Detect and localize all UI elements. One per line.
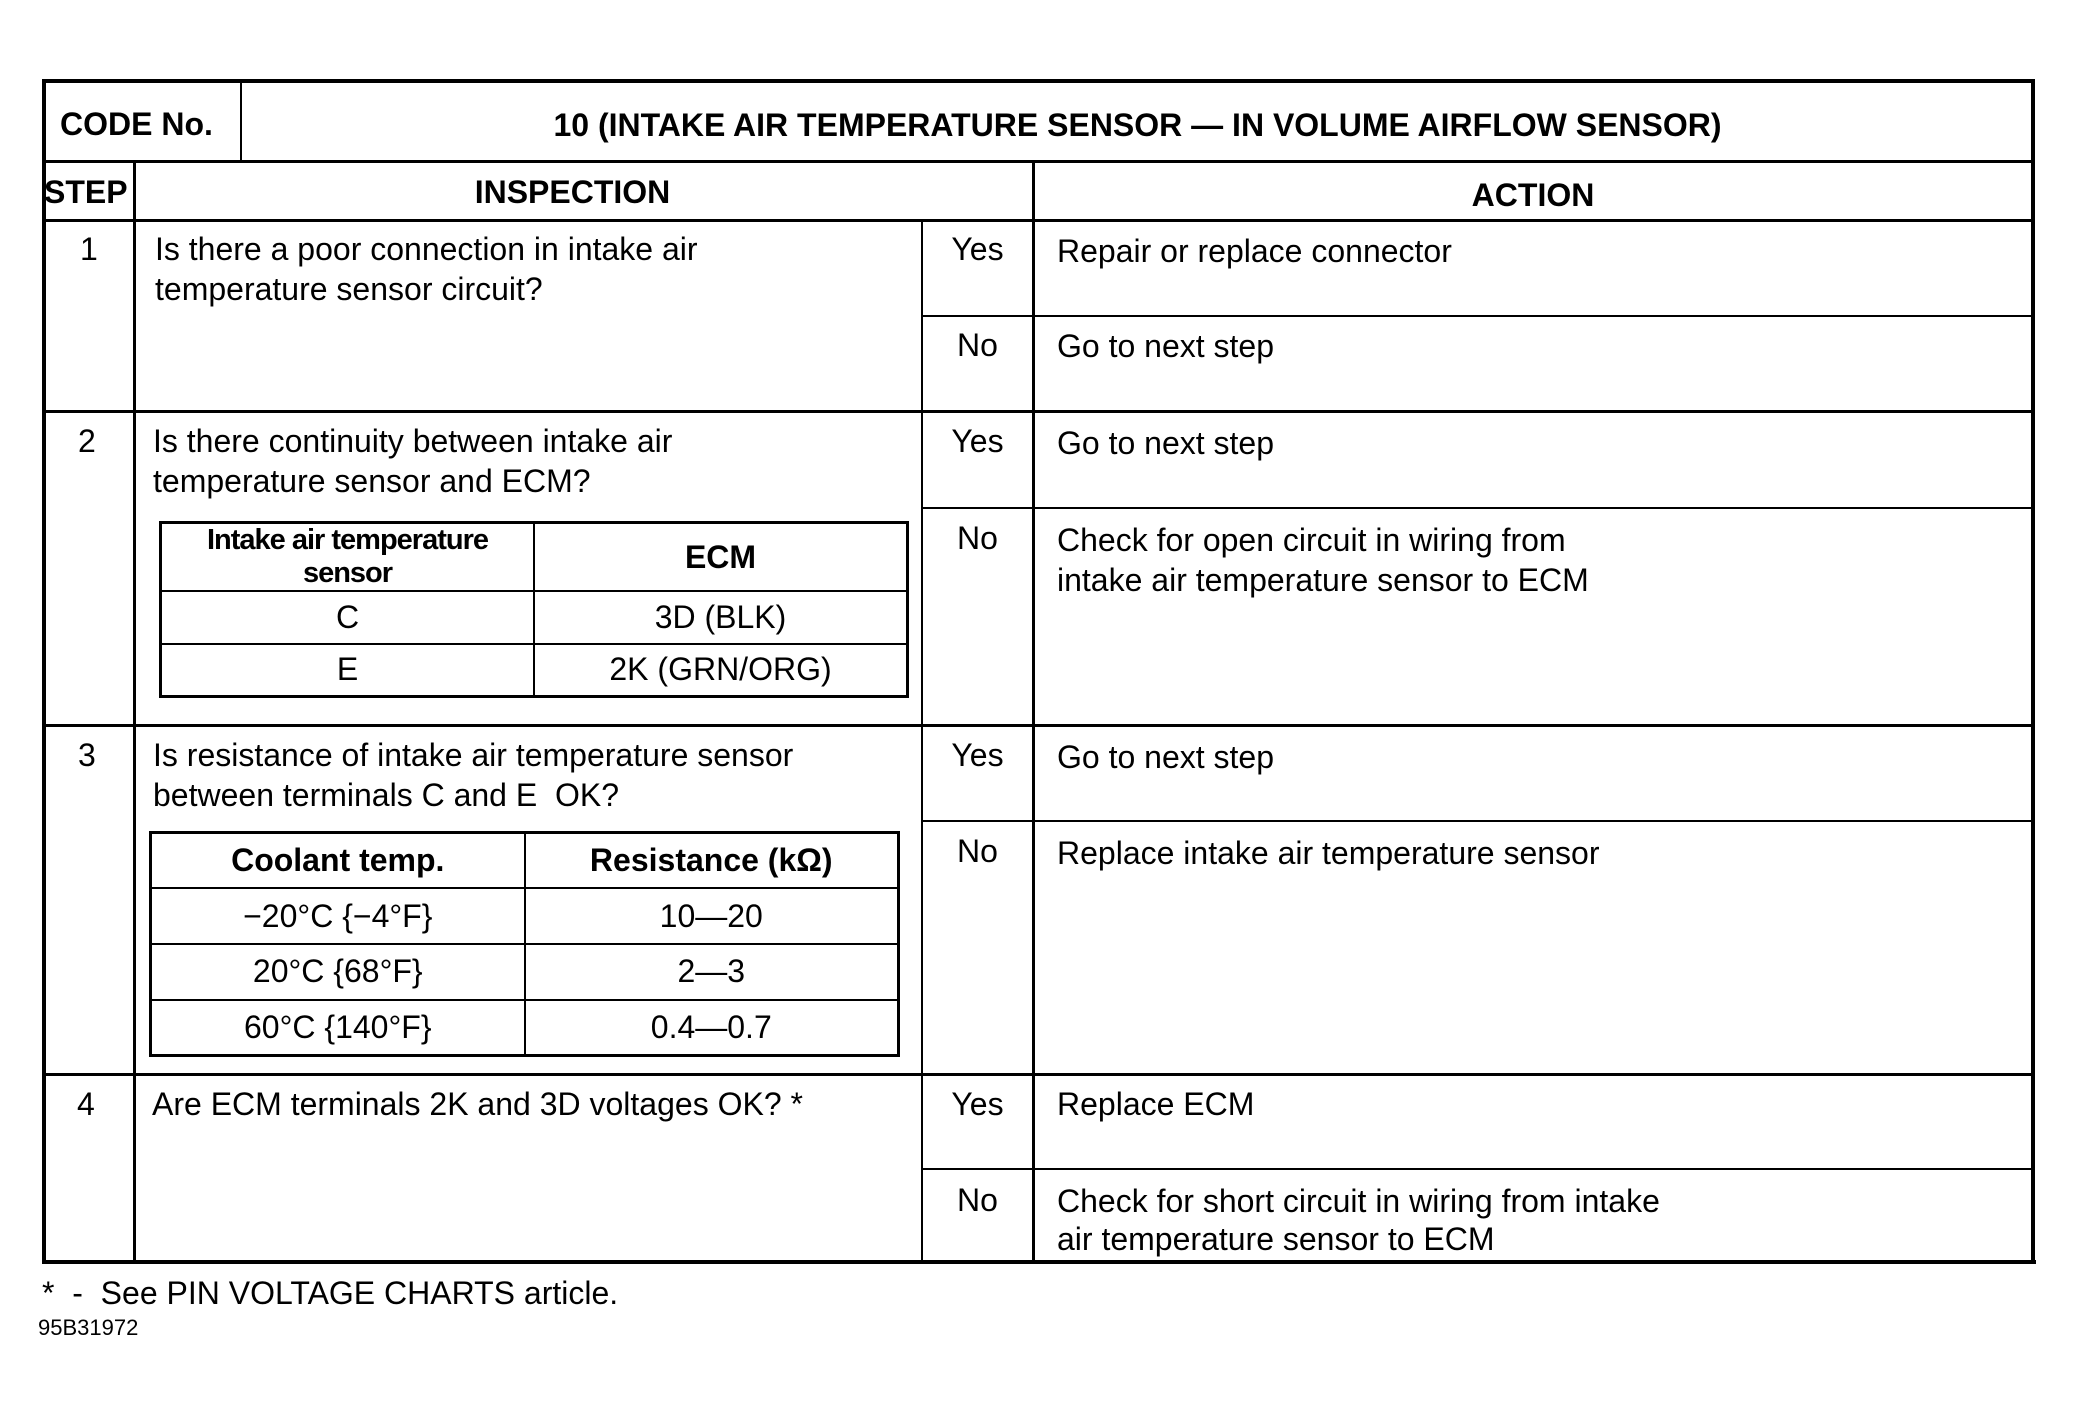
table-header: Coolant temp. <box>152 834 526 890</box>
no-label: No <box>957 1182 998 1218</box>
divider <box>922 1168 2033 1170</box>
step-number: 4 <box>77 1086 95 1122</box>
divider <box>42 724 2033 727</box>
border-bottom <box>42 1260 2036 1264</box>
yes-action: Replace ECM <box>1057 1086 1255 1122</box>
no-label: No <box>957 833 998 869</box>
yes-action: Repair or replace connector <box>1057 233 1452 269</box>
yes-action: Go to next step <box>1057 739 1275 775</box>
step-question: Is there a poor connection in intake air… <box>155 231 698 307</box>
table-header: Intake air temperature sensor <box>162 524 535 592</box>
table-cell: 60°C {140°F} <box>152 998 526 1054</box>
step-number: 2 <box>78 423 96 459</box>
divider <box>922 315 2033 317</box>
action-header: ACTION <box>1471 177 1595 213</box>
table-cell: −20°C {−4°F} <box>152 887 526 945</box>
step-header: STEP <box>44 174 128 210</box>
no-action: Check for short circuit in wiring from i… <box>1057 1183 1660 1257</box>
step-question: Is resistance of intake air temperature … <box>153 737 794 813</box>
no-label: No <box>957 520 998 556</box>
step-question: Is there continuity between intake air t… <box>153 423 673 499</box>
table-header: ECM <box>533 524 906 592</box>
step-question: Are ECM terminals 2K and 3D voltages OK?… <box>152 1086 803 1122</box>
table-cell: 3D (BLK) <box>533 590 906 645</box>
table-cell: 20°C {68°F} <box>152 942 526 1001</box>
border-left <box>42 79 46 1264</box>
divider <box>42 410 2033 413</box>
table-cell: C <box>162 590 535 645</box>
divider <box>42 219 2033 222</box>
table-cell: 2K (GRN/ORG) <box>533 642 906 695</box>
border-right <box>2031 79 2035 1264</box>
no-action: Check for open circuit in wiring from in… <box>1057 522 1589 598</box>
code-title: 10 (INTAKE AIR TEMPERATURE SENSOR — IN V… <box>553 107 1722 143</box>
table-cell: 0.4—0.7 <box>523 998 897 1054</box>
footnote: * - See PIN VOLTAGE CHARTS article. <box>42 1275 619 1311</box>
step-number: 1 <box>80 231 98 267</box>
divider <box>240 79 242 161</box>
yes-label: Yes <box>951 1086 1004 1122</box>
step-number: 3 <box>78 737 96 773</box>
divider <box>42 160 2033 163</box>
divider <box>922 820 2033 822</box>
table-cell: E <box>162 642 535 695</box>
code-label: CODE No. <box>60 106 213 142</box>
no-action: Go to next step <box>1057 328 1275 364</box>
divider <box>1032 161 1035 1261</box>
yes-action: Go to next step <box>1057 425 1275 461</box>
figure-code: 95B31972 <box>38 1315 139 1340</box>
table-cell: 2—3 <box>523 942 897 1001</box>
resistance-table: Coolant temp. Resistance (kΩ) −20°C {−4°F… <box>149 831 900 1057</box>
connector-table: Intake air temperature sensor ECM C 3D (BL… <box>159 521 909 698</box>
yes-label: Yes <box>951 737 1004 773</box>
no-action: Replace intake air temperature sensor <box>1057 835 1600 871</box>
yes-label: Yes <box>951 423 1004 459</box>
divider <box>42 1073 2033 1076</box>
divider <box>133 161 136 1261</box>
inspection-header: INSPECTION <box>474 174 671 210</box>
table-header: Resistance (kΩ) <box>523 834 897 890</box>
divider <box>921 220 923 1261</box>
border-top <box>42 79 2033 83</box>
divider <box>922 507 2033 509</box>
no-label: No <box>957 327 998 363</box>
table-cell: 10—20 <box>523 887 897 945</box>
yes-label: Yes <box>951 231 1004 267</box>
